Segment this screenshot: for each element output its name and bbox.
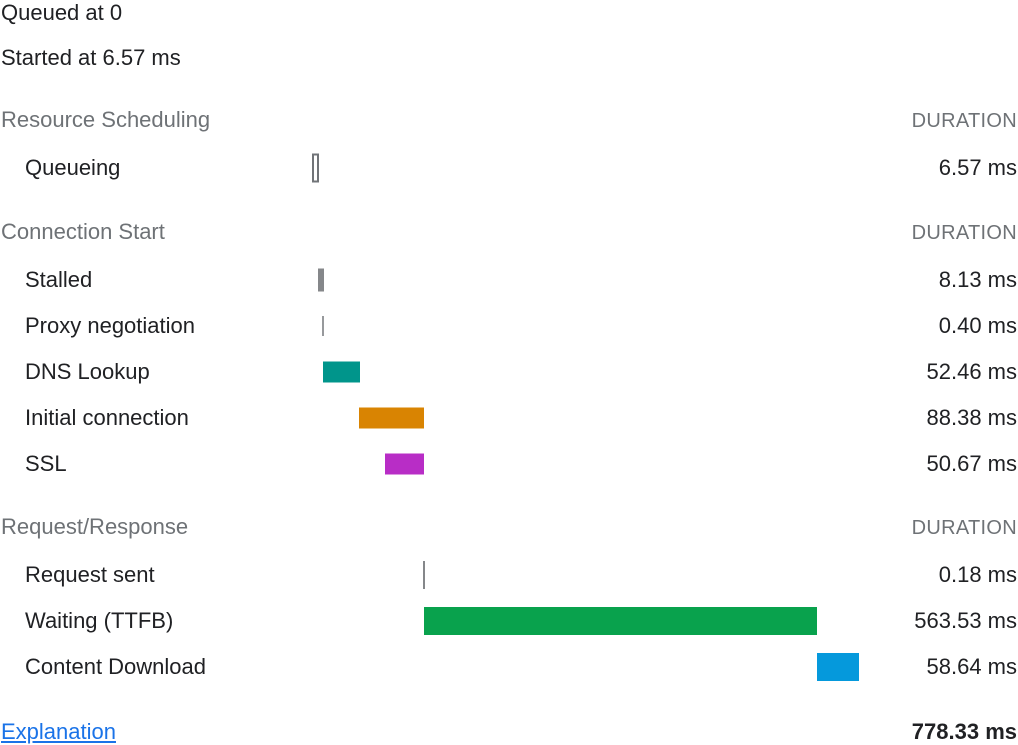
total-duration: 778.33 ms xyxy=(911,719,1017,744)
ssl-bar xyxy=(385,453,424,475)
row-label: DNS Lookup xyxy=(25,359,150,384)
row-label: Content Download xyxy=(25,654,207,679)
dns-lookup-bar xyxy=(323,361,360,383)
section-header-resource-scheduling: Resource Scheduling DURATION xyxy=(1,108,1017,133)
row-duration: 6.57 ms xyxy=(938,155,1017,180)
timing-row-proxy-negotiation: Proxy negotiation 0.40 ms xyxy=(1,303,1017,349)
row-label: Initial connection xyxy=(25,405,189,430)
request-sent-bar xyxy=(423,561,425,589)
started-at-text: Started at 6.57 ms xyxy=(1,45,181,70)
row-label: Proxy negotiation xyxy=(25,313,195,338)
row-duration: 88.38 ms xyxy=(926,405,1018,430)
section-header-connection-start: Connection Start DURATION xyxy=(1,220,1017,245)
duration-column-header: DURATION xyxy=(911,110,1017,132)
waiting-ttfb-bar xyxy=(424,607,817,635)
row-label: Request sent xyxy=(25,562,155,587)
timing-row-stalled: Stalled 8.13 ms xyxy=(1,257,1017,303)
proxy-negotiation-bar xyxy=(322,316,324,336)
timing-row-ssl: SSL 50.67 ms xyxy=(1,441,1017,487)
row-duration: 50.67 ms xyxy=(926,451,1018,476)
row-duration: 52.46 ms xyxy=(926,359,1018,384)
queueing-bar xyxy=(312,153,319,183)
section-title: Connection Start xyxy=(1,219,165,244)
section-title: Request/Response xyxy=(1,514,189,539)
row-duration: 0.40 ms xyxy=(938,313,1017,338)
row-duration: 58.64 ms xyxy=(926,654,1018,679)
section-header-request-response: Request/Response DURATION xyxy=(1,515,1017,540)
timing-row-waiting-ttfb: Waiting (TTFB) 563.53 ms xyxy=(1,598,1017,644)
row-label: Queueing xyxy=(25,155,121,180)
row-duration: 563.53 ms xyxy=(914,608,1017,633)
queued-at-text: Queued at 0 xyxy=(1,0,123,25)
timing-footer: Explanation 778.33 ms xyxy=(1,719,1017,745)
section-title: Resource Scheduling xyxy=(1,107,211,132)
duration-column-header: DURATION xyxy=(911,222,1017,244)
timing-row-content-download: Content Download 58.64 ms xyxy=(1,644,1017,690)
explanation-link[interactable]: Explanation xyxy=(1,719,116,744)
row-label: Stalled xyxy=(25,267,93,292)
content-download-bar xyxy=(817,653,859,681)
timing-row-queueing: Queueing 6.57 ms xyxy=(1,145,1017,191)
timing-row-request-sent: Request sent 0.18 ms xyxy=(1,552,1017,598)
row-label: SSL xyxy=(25,451,67,476)
row-duration: 8.13 ms xyxy=(938,267,1017,292)
duration-column-header: DURATION xyxy=(911,517,1017,539)
row-label: Waiting (TTFB) xyxy=(25,608,174,633)
timing-row-dns-lookup: DNS Lookup 52.46 ms xyxy=(1,349,1017,395)
initial-connection-bar xyxy=(359,407,424,429)
timing-row-initial-connection: Initial connection 88.38 ms xyxy=(1,395,1017,441)
stalled-bar xyxy=(318,268,324,292)
row-duration: 0.18 ms xyxy=(938,562,1017,587)
